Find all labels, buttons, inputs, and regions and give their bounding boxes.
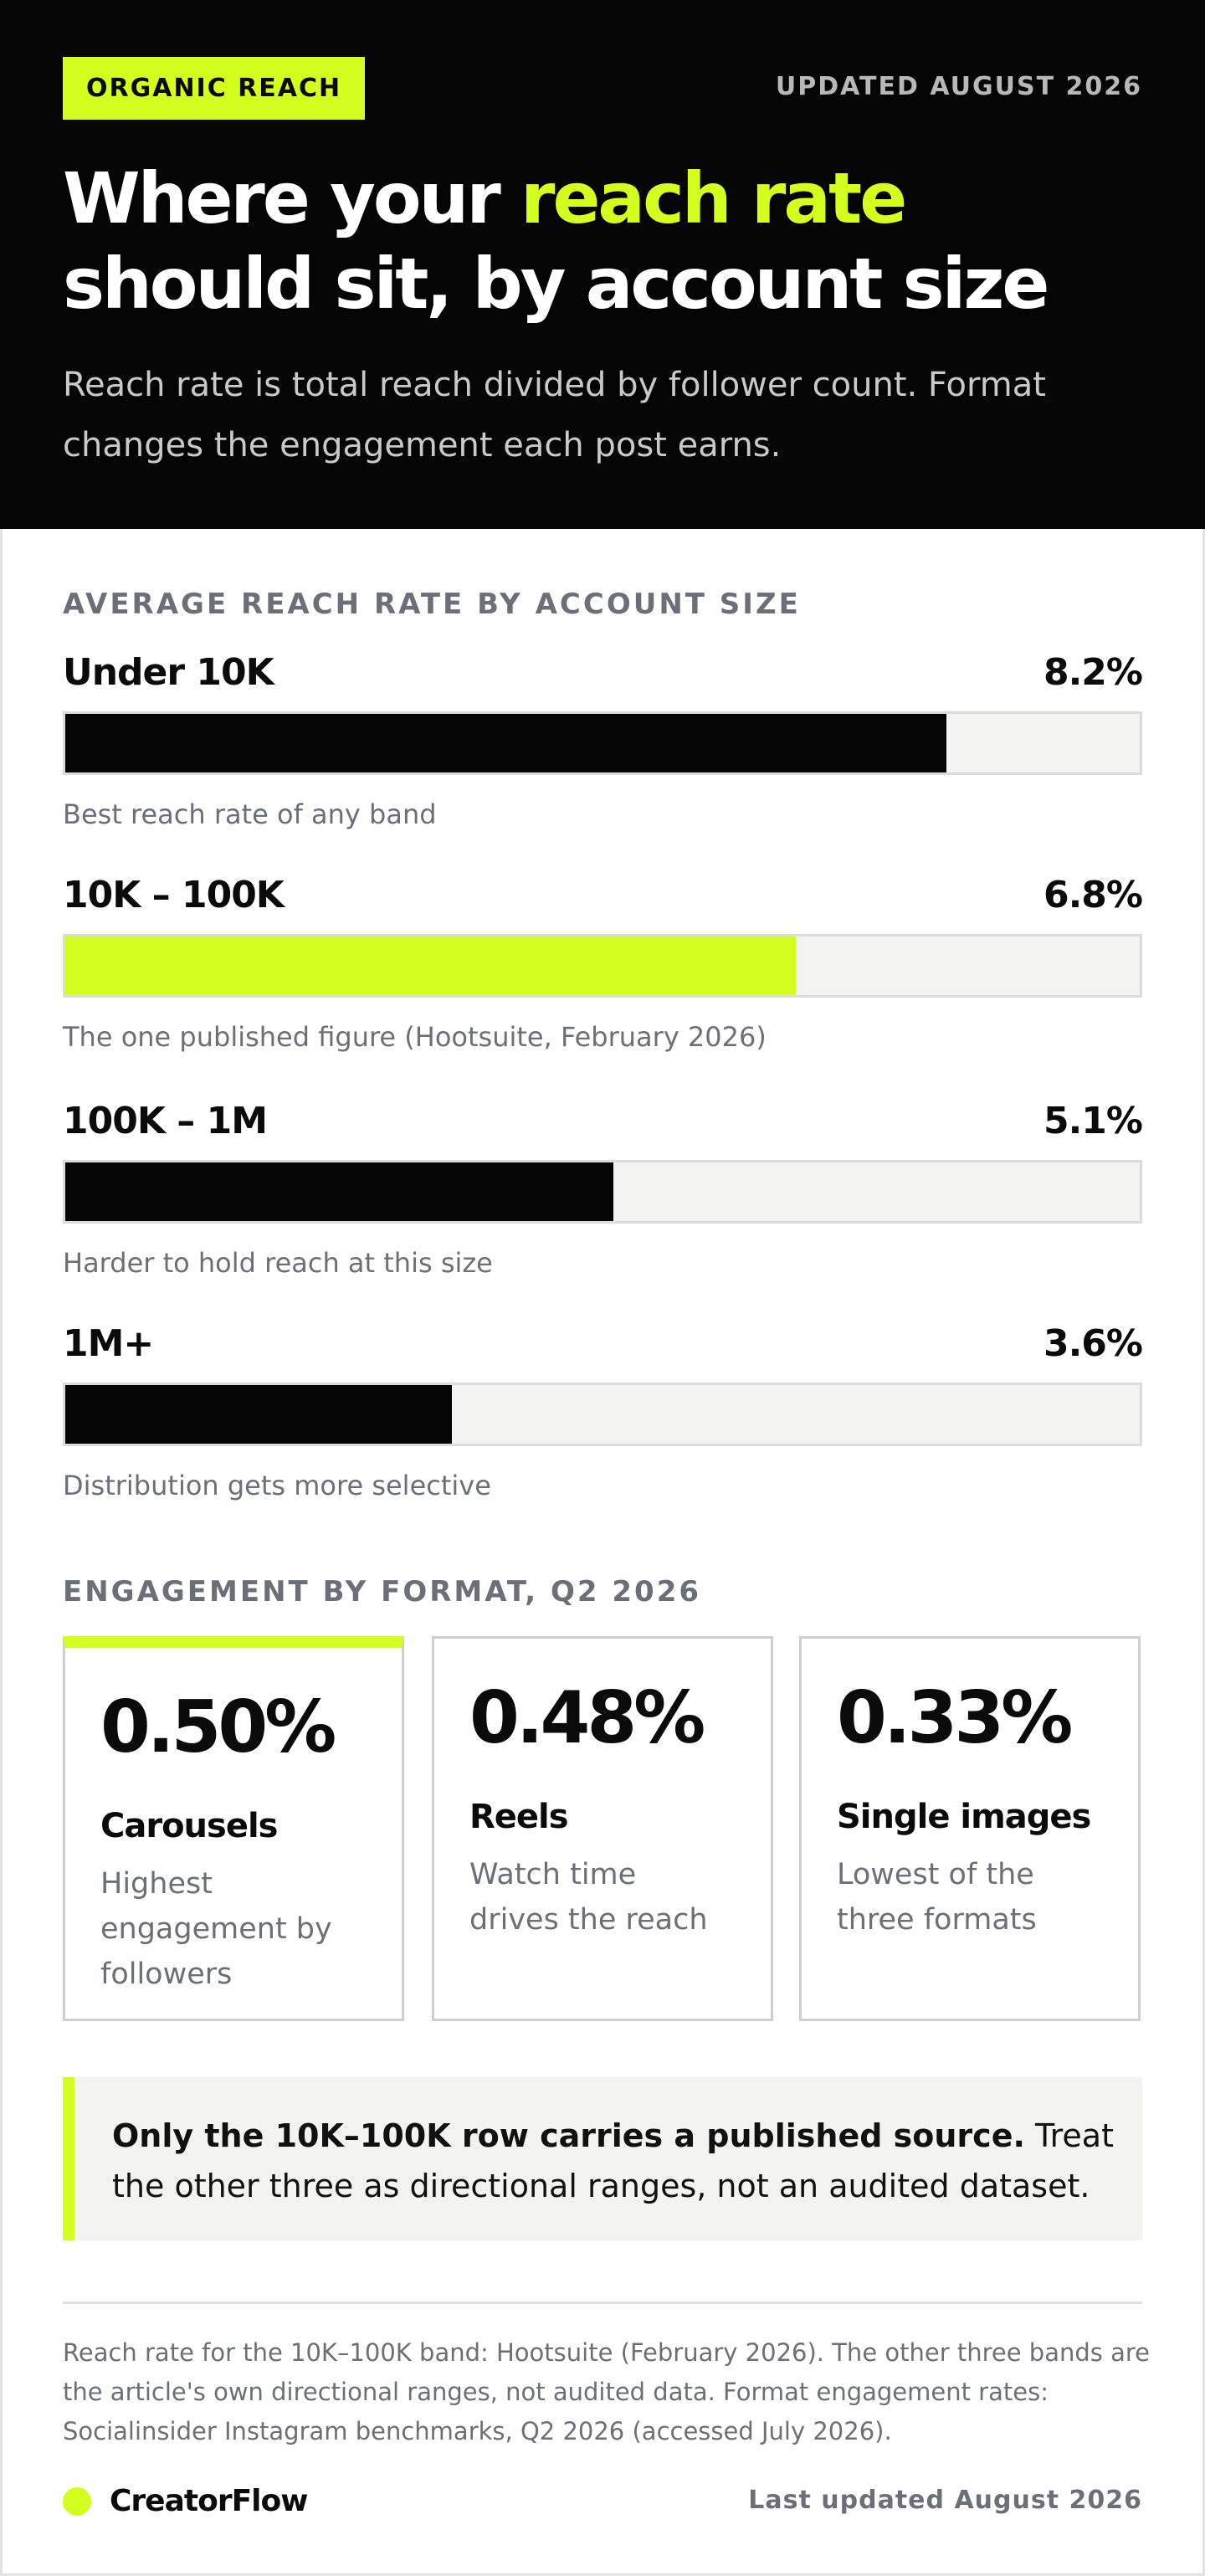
bar-track: [63, 1383, 1142, 1446]
format-description: Lowest of the three formats: [837, 1858, 1037, 1937]
format-engagement-value: 0.33%: [837, 1676, 1073, 1760]
page-title: Where your reach rate should sit, by acc…: [63, 156, 1151, 326]
bar-value-label: 8.2%: [1043, 651, 1143, 694]
format-engagement-value: 0.48%: [469, 1676, 705, 1760]
title-accent: reach rate: [520, 157, 907, 239]
bar-category-label: 100K – 1M: [63, 1100, 268, 1142]
source-footnote: Reach rate for the 10K–100K band: Hootsu…: [63, 2338, 1150, 2445]
bar-track: [63, 934, 1142, 998]
format-name: Carousels: [100, 1807, 278, 1845]
bar-category-label: 10K – 100K: [63, 874, 285, 916]
title-end: should sit, by account size: [63, 243, 1049, 325]
bar-note: Best reach rate of any band: [63, 798, 437, 830]
bar-value-label: 3.6%: [1043, 1322, 1143, 1365]
bar-track: [63, 1160, 1142, 1224]
format-name: Single images: [837, 1798, 1091, 1836]
format-card: 0.33% Single images Lowest of the three fo…: [799, 1636, 1141, 2021]
bar-value-label: 6.8%: [1043, 874, 1143, 916]
bar-row: 10K – 100K 6.8% The one published figure (…: [63, 874, 1143, 1087]
callout-bold: Only the 10K–100K row carries a publishe…: [112, 2117, 1025, 2154]
title-start: Where your: [63, 157, 521, 239]
page-subtitle: Reach rate is total reach divided by fol…: [63, 366, 1046, 464]
bar-category-label: Under 10K: [63, 651, 274, 694]
bar-note: Harder to hold reach at this size: [63, 1247, 493, 1279]
updated-date: UPDATED AUGUST 2026: [775, 72, 1142, 101]
bar: [65, 1385, 453, 1444]
reach-chart-title: AVERAGE REACH RATE BY ACCOUNT SIZE: [63, 588, 801, 621]
hero-header: ORGANIC REACH UPDATED AUGUST 2026 Where …: [0, 0, 1205, 529]
format-engagement-value: 0.50%: [100, 1686, 336, 1769]
bar: [65, 936, 797, 995]
bar-note: The one published figure (Hootsuite, Feb…: [63, 1021, 767, 1053]
engagement-section-title: ENGAGEMENT BY FORMAT, Q2 2026: [63, 1575, 702, 1609]
bar-category-label: 1M+: [63, 1322, 154, 1365]
format-card: 0.48% Reels Watch time drives the reach: [432, 1636, 773, 2021]
bar-note: Distribution gets more selective: [63, 1470, 491, 1501]
divider: [63, 2301, 1142, 2304]
bar-track: [63, 711, 1142, 775]
bar-row: Under 10K 8.2% Best reach rate of any band: [63, 651, 1143, 865]
brand-dot-icon: [63, 2486, 91, 2516]
source-callout: Only the 10K–100K row carries a publishe…: [63, 2077, 1142, 2240]
brand-name: CreatorFlow: [110, 2484, 308, 2518]
brand: CreatorFlow: [63, 2484, 308, 2518]
callout-text: Only the 10K–100K row carries a publishe…: [112, 2111, 1116, 2211]
bar: [65, 714, 946, 772]
category-badge: ORGANIC REACH: [63, 57, 366, 120]
format-description: Watch time drives the reach: [469, 1858, 708, 1937]
bar-row: 100K – 1M 5.1% Harder to hold reach at thi…: [63, 1100, 1143, 1313]
bar-value-label: 5.1%: [1043, 1100, 1143, 1142]
last-updated: Last updated August 2026: [748, 2486, 1142, 2515]
callout-rest: Treat the other three as directional ran…: [112, 2117, 1114, 2204]
format-description: Highest engagement by followers: [100, 1867, 332, 1991]
format-card: 0.50% Carousels Highest engagement by foll…: [63, 1636, 404, 2021]
format-name: Reels: [469, 1798, 569, 1836]
bar: [65, 1162, 613, 1221]
bar-row: 1M+ 3.6% Distribution gets more selective: [63, 1322, 1143, 1536]
